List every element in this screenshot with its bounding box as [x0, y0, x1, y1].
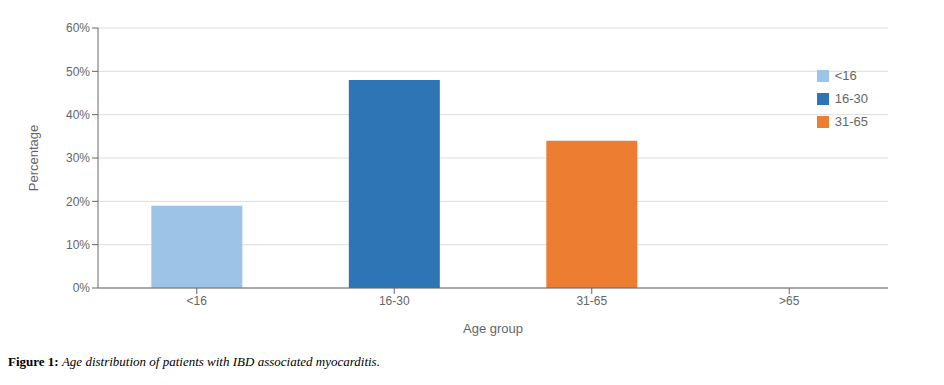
svg-text:<16: <16 — [187, 294, 208, 308]
html-text:31-65: 31-65 — [834, 114, 868, 129]
svg-text:Age group: Age group — [463, 321, 523, 336]
svg-text:16-30: 16-30 — [379, 294, 410, 308]
svg-text:50%: 50% — [66, 65, 90, 79]
svg-text:40%: 40% — [66, 108, 90, 122]
svg-text:Percentage: Percentage — [26, 125, 41, 192]
svg-text:>65: >65 — [779, 294, 800, 308]
svg-text:60%: 60% — [66, 21, 90, 35]
svg-text:30%: 30% — [66, 151, 90, 165]
html-text:Figure 1: Age distribution of: Figure 1: Age distribution of patients w… — [8, 354, 380, 369]
svg-text:31-65: 31-65 — [576, 294, 607, 308]
html-text:<16: <16 — [834, 68, 857, 83]
svg-text:20%: 20% — [66, 195, 90, 209]
html-text:16-30: 16-30 — [834, 91, 868, 106]
svg-text:0%: 0% — [73, 281, 91, 295]
svg-text:10%: 10% — [66, 238, 90, 252]
